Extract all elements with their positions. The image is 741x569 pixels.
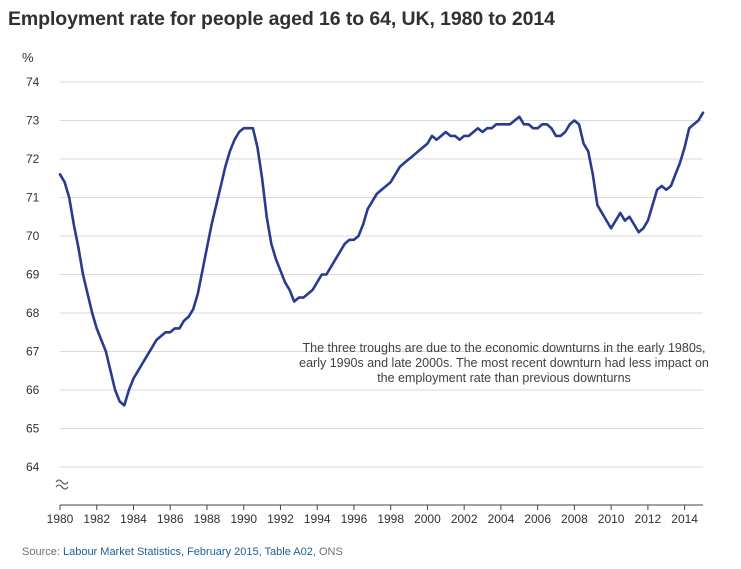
source-note: Source: Labour Market Statistics, Februa… [22,546,343,558]
y-tick-label-65: 65 [26,422,40,436]
y-tick-label-73: 73 [26,114,40,128]
source-link[interactable]: Labour Market Statistics, February 2015,… [62,546,313,558]
axis-break-mark-2 [55,484,69,490]
x-tick-label-2012: 2012 [635,512,662,526]
x-tick-label-1980: 1980 [47,512,74,526]
chart-title: Employment rate for people aged 16 to 64… [8,8,555,30]
y-tick-label-72: 72 [26,152,40,166]
y-tick-label-74: 74 [26,75,40,89]
y-tick-label-70: 70 [26,229,40,243]
x-tick-label-2004: 2004 [488,512,515,526]
y-axis-unit-label: % [22,50,34,65]
x-tick-label-1988: 1988 [194,512,221,526]
x-tick-label-2010: 2010 [598,512,625,526]
x-tick-label-2006: 2006 [524,512,551,526]
series-line-1 [58,111,705,407]
x-tick-label-1986: 1986 [157,512,184,526]
y-tick-label-67: 67 [26,345,40,359]
x-tick-label-1994: 1994 [304,512,331,526]
x-tick-label-2014: 2014 [671,512,698,526]
x-tick-label-2002: 2002 [451,512,478,526]
x-tick-label-1992: 1992 [267,512,294,526]
source-suffix: , ONS [312,546,343,558]
axis-layer: 64 65 66 67 68 69 70 71 72 73 74 1980 1982 1984 1986 19… [26,75,703,526]
y-tick-label-66: 66 [26,383,40,397]
x-tick-label-1982: 1982 [83,512,110,526]
x-tick-label-2000: 2000 [414,512,441,526]
axis-break-mark-1 [55,479,69,485]
y-tick-label-68: 68 [26,306,40,320]
y-tick-label-69: 69 [26,268,40,282]
grid-layer [60,81,703,468]
series-layer [58,111,705,407]
x-tick-label-1990: 1990 [230,512,257,526]
x-tick-label-2008: 2008 [561,512,588,526]
y-tick-label-71: 71 [26,191,40,205]
x-tick-label-1996: 1996 [341,512,368,526]
chart-annotation: The three troughs are due to the economi… [299,341,709,385]
x-tick-label-1984: 1984 [120,512,147,526]
source-prefix: Source: [22,546,63,558]
x-tick-label-1998: 1998 [377,512,404,526]
y-tick-label-64: 64 [26,460,40,474]
